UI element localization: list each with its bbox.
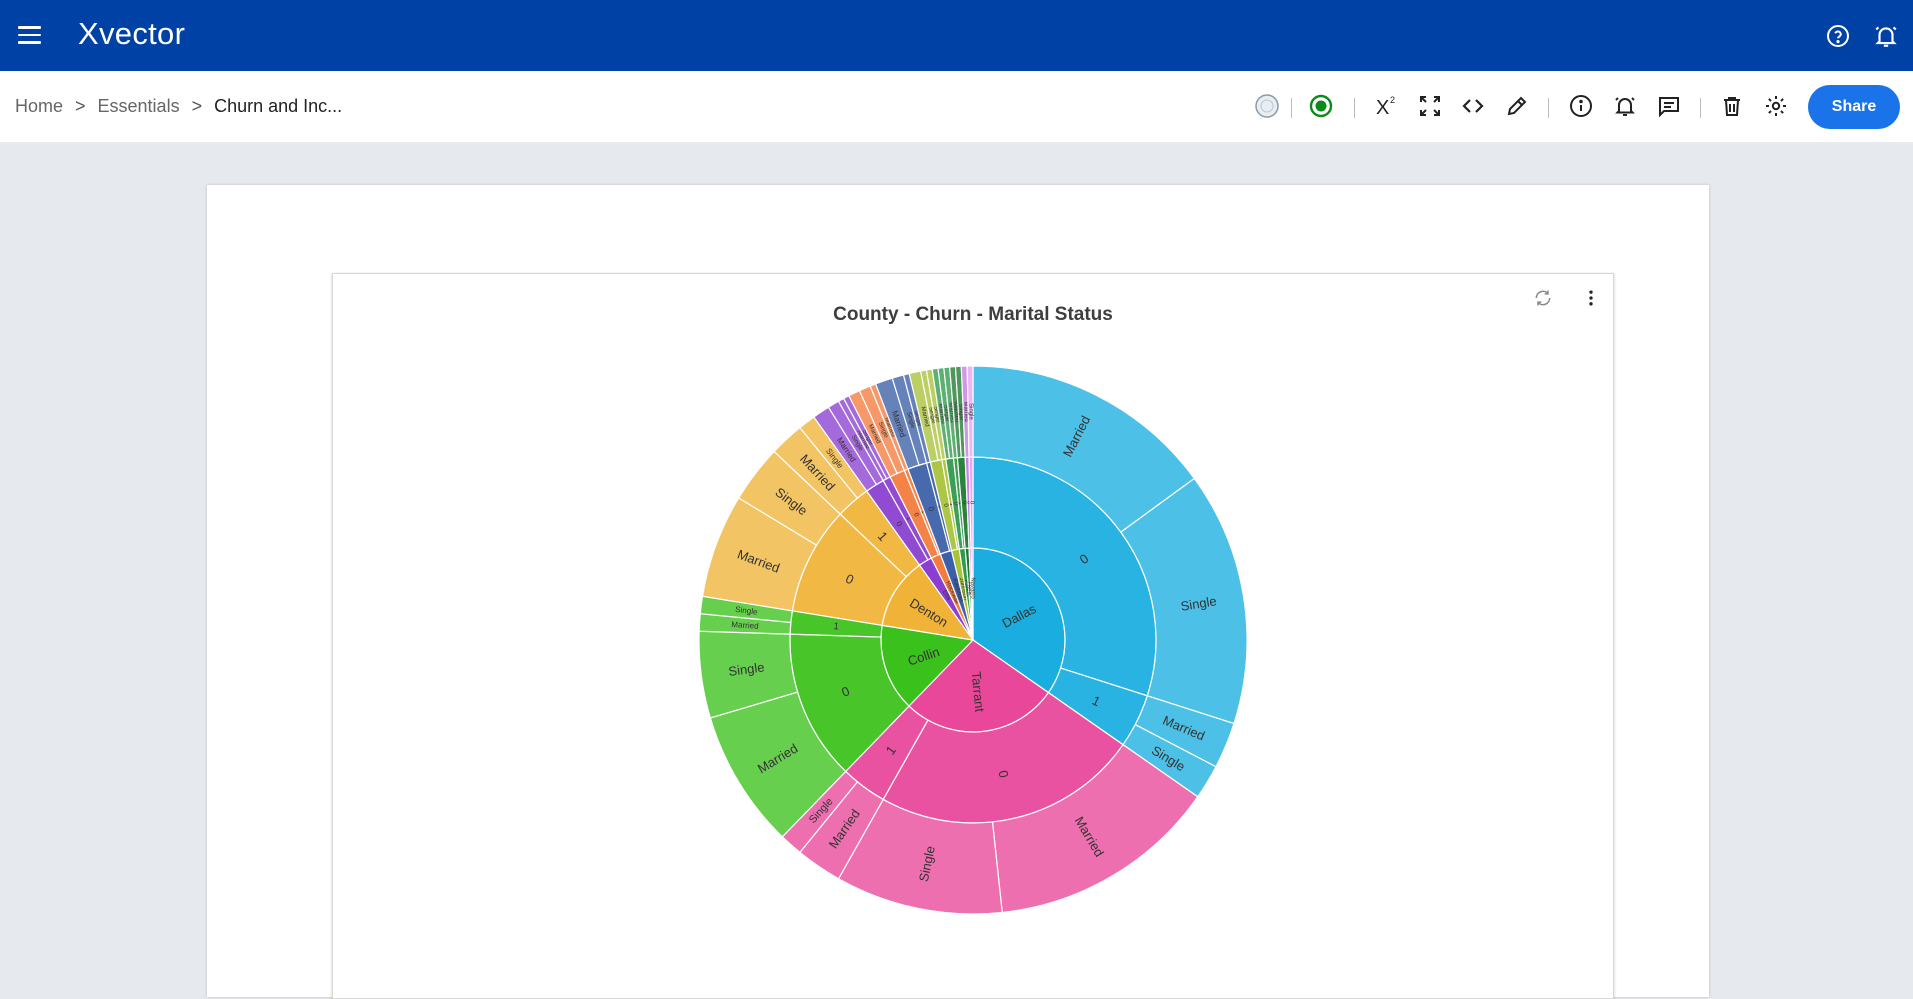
- sunburst-churn-wise-0-label: 0: [966, 501, 972, 505]
- app-logo[interactable]: Xvector: [78, 16, 186, 51]
- sunburst-chart: Dallas0MarriedSingle1MarriedSingleTarran…: [698, 365, 1248, 915]
- sunburst-churn-tarrant-0-label: 0: [995, 769, 1011, 779]
- sunburst-status-wise-0-married-label: Married: [962, 401, 969, 422]
- sunburst-status-johnson-1-single-label: Single: [932, 406, 941, 424]
- sunburst-status-parker-1-married-label: Married: [947, 402, 955, 423]
- globe-icon[interactable]: [1250, 89, 1284, 123]
- comment-icon[interactable]: [1652, 89, 1686, 123]
- alert-bell-icon[interactable]: [1608, 89, 1642, 123]
- sunburst-churn-johnson-0-label: 0: [942, 503, 949, 508]
- sunburst-status-collin-1-married-label: Married: [731, 620, 759, 631]
- sunburst-churn-johnson-1-label: 1: [948, 502, 955, 507]
- sunburst-status-kaufman-0-single-label: Single: [905, 411, 916, 429]
- sunburst-churn-rockwall-0-label: 0: [912, 512, 920, 519]
- sunburst-churn-parker-0-label: 0: [952, 502, 958, 507]
- help-circle-icon[interactable]: [1823, 21, 1853, 51]
- menu-icon[interactable]: [18, 26, 41, 44]
- sunburst-status-johnson-0-single-label: Single: [927, 407, 936, 425]
- sunburst-status-kaufman-1-single-label: Single: [912, 410, 922, 428]
- svg-text:X: X: [1376, 97, 1389, 119]
- sunburst-churn-kaufman-0-label: 0: [926, 506, 936, 514]
- sunburst-churn-hunt-0-label: 0: [961, 501, 967, 505]
- sunburst-county-parker-label: Parker: [963, 579, 971, 597]
- sunburst-status-collin-1-single-label: Single: [735, 605, 759, 617]
- sunburst-county-johnson-label: Johnson: [958, 577, 968, 600]
- sunburst-status-hunt-0-single-label: Single: [957, 403, 964, 421]
- breadcrumb: Home > Essentials > Churn and Inc...: [15, 96, 342, 117]
- chart-card: County - Churn - Marital Status Dallas 0 M…: [332, 273, 1614, 999]
- breadcrumb-separator: >: [191, 96, 203, 116]
- svg-text:2: 2: [1390, 95, 1395, 105]
- settings-icon[interactable]: [1759, 89, 1793, 123]
- sunburst-status-hunt-0-married-label: Married: [952, 402, 960, 423]
- breadcrumb-home[interactable]: Home: [15, 96, 64, 116]
- sunburst-churn-rockwall-1-label: 1: [919, 509, 926, 515]
- refresh-icon[interactable]: [1529, 284, 1557, 312]
- sunburst-churn-collin-1-label: 1: [833, 621, 839, 632]
- sunburst-status-dallas-0-single-label: Single: [1180, 593, 1218, 614]
- more-vertical-icon[interactable]: [1577, 284, 1605, 312]
- sunburst-status-navarro-0-single[interactable]: [966, 365, 974, 458]
- share-button[interactable]: Share: [1808, 85, 1900, 129]
- sunburst-churn-parker-1-label: 1: [957, 501, 963, 506]
- info-icon[interactable]: [1564, 89, 1598, 123]
- sunburst-county-navarro-label: Navarro: [969, 577, 975, 599]
- edit-icon[interactable]: [1500, 89, 1534, 123]
- sunburst-status-navarro-0-single-label: Single: [967, 403, 973, 420]
- sunburst-status-johnson-0-married-label: Married: [919, 406, 929, 427]
- status-dot-icon[interactable]: [1304, 89, 1338, 123]
- sunburst-status-tarrant-0-single-label: Single: [916, 845, 938, 883]
- sunburst-county-hunt-label: Hunt: [966, 582, 973, 595]
- breadcrumb-separator: >: [75, 96, 86, 116]
- sunburst-county-tarrant-label: Tarrant: [969, 671, 988, 713]
- sunburst-status-collin-0-single-label: Single: [727, 659, 765, 679]
- sunburst-churn-kaufman-1-label: 1: [936, 504, 943, 509]
- top-app-bar: Xvector: [0, 0, 1913, 71]
- delete-icon[interactable]: [1715, 89, 1749, 123]
- bell-icon[interactable]: [1871, 21, 1901, 51]
- breadcrumb-current: Churn and Inc...: [214, 96, 343, 116]
- breadcrumb-essentials[interactable]: Essentials: [97, 96, 180, 116]
- chart-title: County - Churn - Marital Status: [833, 304, 1113, 325]
- sunburst-status-parker-0-married-label: Married: [937, 403, 946, 424]
- code-icon[interactable]: [1456, 89, 1490, 123]
- sunburst-status-parker-0-single-label: Single: [942, 404, 950, 422]
- sunburst-churn-navarro-0-label: 0: [969, 501, 975, 505]
- sunburst-churn-ellis-1-label: 1: [905, 516, 912, 522]
- expand-icon[interactable]: [1413, 89, 1447, 123]
- sunburst-county-ellis-label: Ellis: [941, 589, 952, 602]
- sunburst-churn-ellis-0-label: 0: [894, 520, 904, 529]
